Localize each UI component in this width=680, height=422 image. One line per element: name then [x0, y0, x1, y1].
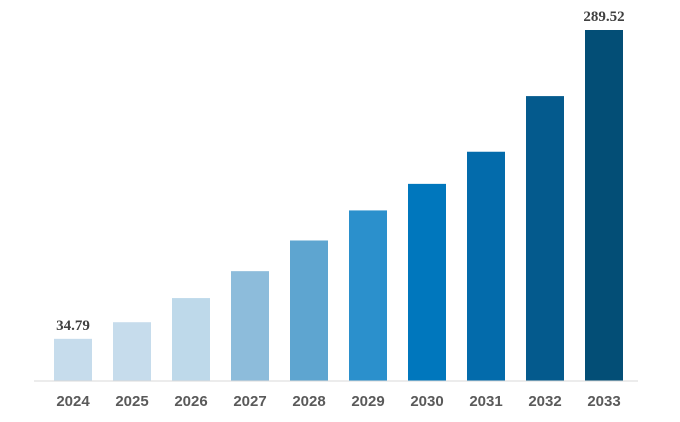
bar-2028: [290, 240, 328, 381]
tick-label-2029: 2029: [351, 393, 384, 410]
tick-label-2031: 2031: [469, 393, 502, 410]
tick-label-2027: 2027: [233, 393, 266, 410]
tick-label-2028: 2028: [292, 393, 325, 410]
bar-2031: [467, 151, 505, 381]
x-axis-tick-labels: 2024 2025 2026 2027 2028 2029 2030 2031 2032 2033: [56, 393, 620, 410]
data-labels-group: 34.79 289.52: [56, 9, 625, 334]
data-label-2033: 289.52: [583, 9, 624, 25]
data-label-2024: 34.79: [56, 318, 90, 334]
bar-2029: [349, 210, 387, 381]
tick-label-2024: 2024: [56, 393, 90, 410]
bars-group: [54, 30, 623, 381]
tick-label-2026: 2026: [174, 393, 207, 410]
bar-2033: [585, 30, 623, 381]
tick-label-2030: 2030: [410, 393, 443, 410]
bar-2024: [54, 338, 92, 381]
bar-2030: [408, 183, 446, 381]
bar-2027: [231, 271, 269, 381]
bar-2032: [526, 96, 564, 381]
tick-label-2033: 2033: [587, 393, 620, 410]
bar-2026: [172, 298, 210, 381]
tick-label-2025: 2025: [115, 393, 148, 410]
bar-2025: [113, 322, 151, 381]
tick-label-2032: 2032: [528, 393, 561, 410]
